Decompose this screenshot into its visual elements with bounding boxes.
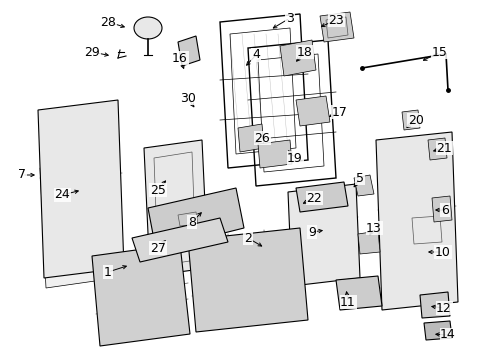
Text: 18: 18 [296,45,312,58]
Polygon shape [143,140,207,276]
Text: 22: 22 [305,192,321,204]
Text: 9: 9 [307,225,315,238]
Polygon shape [401,110,419,130]
Polygon shape [427,138,446,160]
Polygon shape [287,184,359,286]
Polygon shape [238,124,264,152]
Text: 30: 30 [180,91,196,104]
Text: 19: 19 [286,152,302,165]
Polygon shape [375,132,457,310]
Text: 13: 13 [366,221,381,234]
Polygon shape [92,244,190,346]
Polygon shape [431,196,451,222]
Text: 7: 7 [18,168,26,181]
Polygon shape [258,140,291,168]
Text: 23: 23 [327,13,343,27]
Text: 1: 1 [104,266,112,279]
Text: 27: 27 [150,242,165,255]
Text: 21: 21 [435,141,451,154]
Polygon shape [295,182,347,212]
Polygon shape [357,231,379,254]
Polygon shape [295,96,329,126]
Text: 28: 28 [100,15,116,28]
Polygon shape [419,292,449,318]
Text: 12: 12 [435,302,451,315]
Text: 8: 8 [187,216,196,229]
Polygon shape [319,12,353,42]
Text: 11: 11 [340,296,355,309]
Text: 20: 20 [407,113,423,126]
Text: 3: 3 [285,12,293,24]
Polygon shape [40,158,116,288]
Text: 17: 17 [331,105,347,118]
Text: 10: 10 [434,246,450,258]
Text: 2: 2 [244,231,251,244]
Polygon shape [353,175,373,196]
Text: 16: 16 [172,51,187,64]
Ellipse shape [134,17,162,39]
Text: 26: 26 [254,131,269,144]
Text: 4: 4 [251,49,260,62]
Text: 25: 25 [150,184,165,197]
Polygon shape [132,218,227,262]
Text: 5: 5 [355,171,363,184]
Polygon shape [38,100,124,278]
Polygon shape [423,321,451,340]
Polygon shape [148,188,244,250]
Text: 24: 24 [54,189,70,202]
Polygon shape [187,228,307,332]
Text: 6: 6 [440,203,448,216]
Polygon shape [280,40,315,76]
Polygon shape [178,36,200,66]
Text: 15: 15 [431,45,447,58]
Text: 14: 14 [439,328,455,342]
Polygon shape [335,276,381,310]
Text: 29: 29 [84,45,100,58]
